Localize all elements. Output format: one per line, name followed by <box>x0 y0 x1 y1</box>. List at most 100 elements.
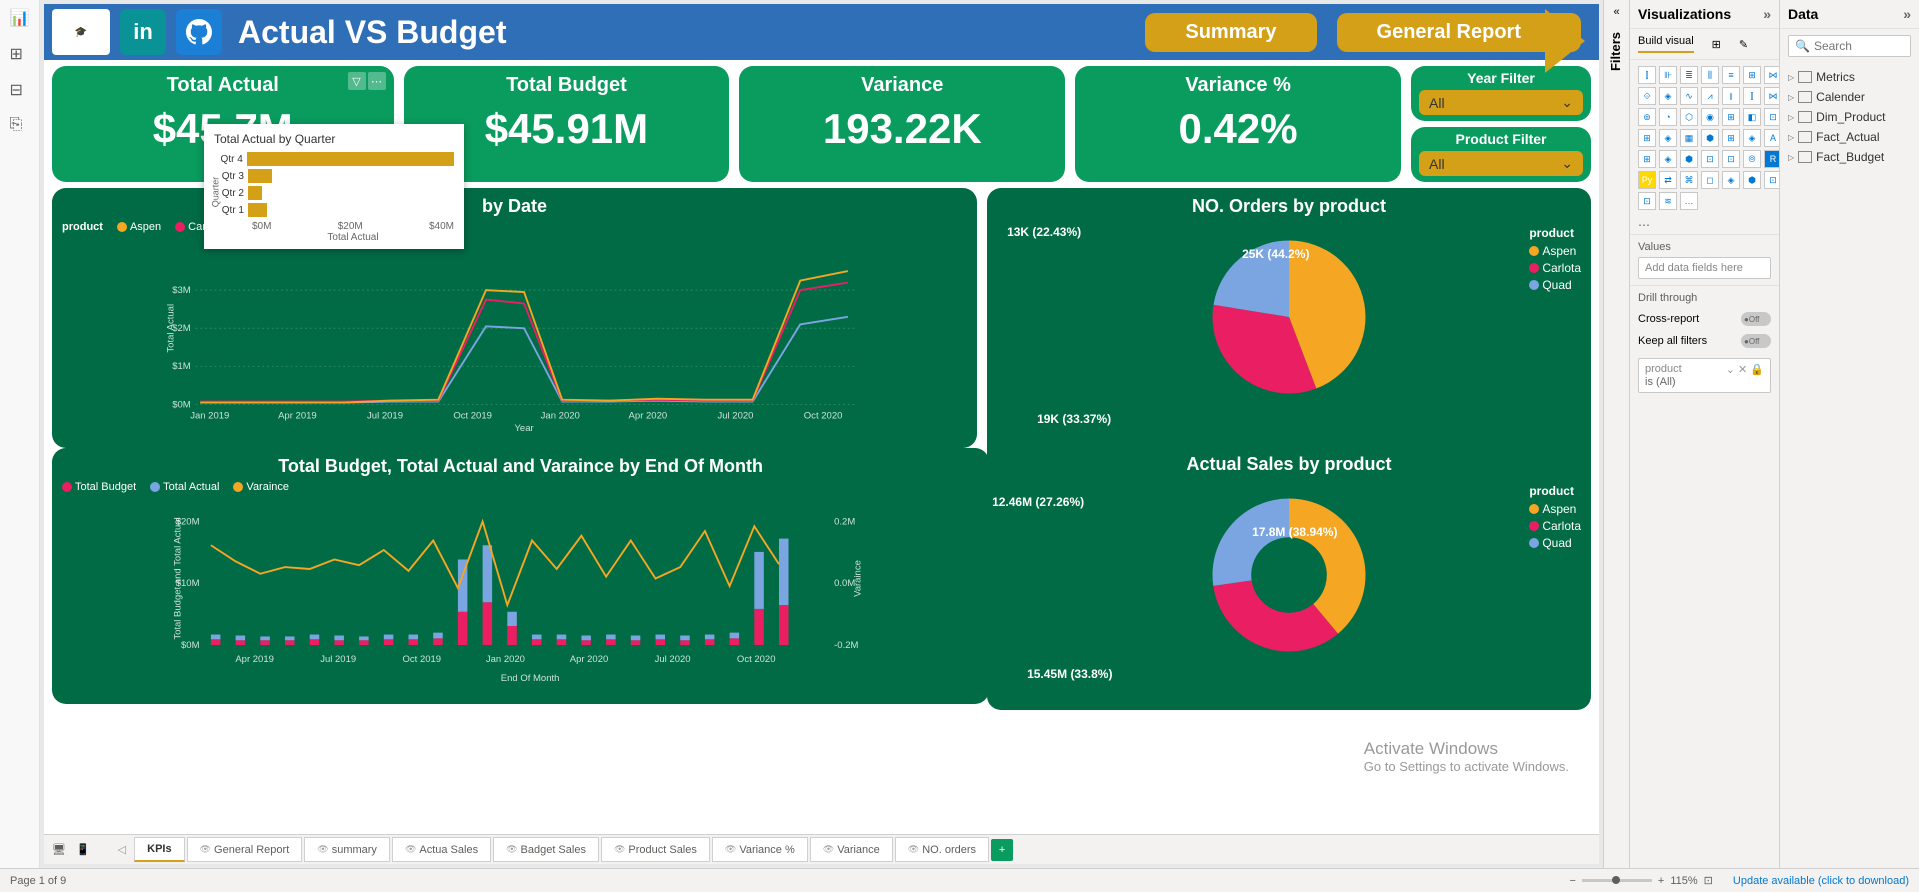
viz-type-icon[interactable]: ∿ <box>1680 87 1698 105</box>
legend-item: Aspen <box>130 221 161 233</box>
data-table-item[interactable]: Dim_Product <box>1788 107 1911 127</box>
data-table-item[interactable]: Fact_Budget <box>1788 147 1911 167</box>
viz-type-icon[interactable]: ⌘ <box>1680 171 1698 189</box>
viz-type-icon[interactable]: ⫿ <box>1743 87 1761 105</box>
viz-type-icon[interactable]: ⫿ <box>1638 66 1656 84</box>
viz-type-icon[interactable]: ⬡ <box>1680 108 1698 126</box>
page-tab[interactable]: 👁Variance <box>810 837 893 862</box>
viz-type-icon[interactable]: ⊞ <box>1722 129 1740 147</box>
search-input[interactable] <box>1814 39 1904 53</box>
pie-sales: Actual Sales by product 17.8M (38.94%)15… <box>997 454 1581 702</box>
report-view-icon[interactable]: 📊 <box>10 8 30 28</box>
data-search[interactable]: 🔍 <box>1788 35 1911 57</box>
viz-type-icon[interactable]: ≋ <box>1659 192 1677 210</box>
viz-type-icon[interactable]: ⊞ <box>1638 129 1656 147</box>
viz-type-icon[interactable]: ⦾ <box>1743 150 1761 168</box>
data-table-item[interactable]: Calender <box>1788 87 1911 107</box>
filters-pane-collapsed[interactable]: « Filters <box>1603 0 1629 868</box>
viz-type-icon[interactable]: ⊪ <box>1659 66 1677 84</box>
viz-type-icon[interactable]: ⬢ <box>1743 171 1761 189</box>
viz-type-icon[interactable]: ⊡ <box>1722 150 1740 168</box>
page-tab[interactable]: 👁NO. orders <box>895 837 989 862</box>
viz-type-icon[interactable]: ⊞ <box>1743 66 1761 84</box>
cross-report-toggle[interactable]: ● Off <box>1741 312 1771 326</box>
tab-nav-left[interactable]: ◁ <box>112 843 132 856</box>
summary-button[interactable]: Summary <box>1145 13 1316 52</box>
viz-type-icon[interactable]: ⊚ <box>1638 108 1656 126</box>
product-filter-select[interactable]: All ⌄ <box>1419 151 1583 176</box>
data-table-item[interactable]: Metrics <box>1788 67 1911 87</box>
viz-type-icon[interactable]: ⬢ <box>1701 129 1719 147</box>
viz-type-icon[interactable]: ◻ <box>1701 171 1719 189</box>
dashboard-header: 🎓 in Actual VS Budget Summary General Re… <box>44 4 1599 60</box>
viz-type-icon[interactable]: ⩘ <box>1701 87 1719 105</box>
zoom-out-icon[interactable]: − <box>1569 875 1575 887</box>
viz-type-icon[interactable]: ⊞ <box>1722 108 1740 126</box>
mobile-view-icon[interactable]: 📱 <box>76 843 90 856</box>
table-view-icon[interactable]: ⊞ <box>10 44 30 64</box>
dax-view-icon[interactable]: ⎘ <box>10 116 30 136</box>
viz-type-icon[interactable]: ◈ <box>1659 129 1677 147</box>
build-visual-tab[interactable]: Build visual <box>1638 35 1694 53</box>
svg-text:0.0M: 0.0M <box>834 578 855 589</box>
collapse-pane-icon[interactable]: » <box>1903 6 1911 22</box>
viz-type-icon[interactable]: ≣ <box>1680 66 1698 84</box>
kpi-variance-pct[interactable]: Variance % 0.42% <box>1075 66 1401 182</box>
values-field-well[interactable]: Add data fields here <box>1638 257 1771 279</box>
viz-type-icon[interactable]: ⊡ <box>1701 150 1719 168</box>
zoom-control[interactable]: − + 115% ⊡ <box>1569 874 1712 887</box>
viz-type-icon[interactable]: ≡ <box>1722 66 1740 84</box>
page-tab[interactable]: KPIs <box>134 837 184 862</box>
viz-type-icon[interactable]: Py <box>1638 171 1656 189</box>
viz-type-icon[interactable]: ▦ <box>1680 129 1698 147</box>
page-tab[interactable]: 👁Product Sales <box>601 837 710 862</box>
add-page-button[interactable]: + <box>991 839 1013 861</box>
format-tab-icon[interactable]: ⊞ <box>1712 38 1721 51</box>
kpi-variance[interactable]: Variance 193.22K <box>739 66 1065 182</box>
viz-type-icon[interactable]: ◔ <box>1659 108 1677 126</box>
viz-type-icon[interactable]: ◈ <box>1743 129 1761 147</box>
page-tab[interactable]: 👁Badget Sales <box>493 837 599 862</box>
viz-type-icon[interactable]: ⟐ <box>1638 87 1656 105</box>
viz-type-icon[interactable]: ⇄ <box>1659 171 1677 189</box>
viz-type-icon[interactable]: ⫾ <box>1722 87 1740 105</box>
desktop-view-icon[interactable]: 🖥 <box>52 843 66 856</box>
linkedin-icon[interactable]: in <box>120 9 166 55</box>
keep-filters-toggle[interactable]: ● Off <box>1741 334 1771 348</box>
line-chart-card[interactable]: by Date product Aspen Carlota Quad Total… <box>52 188 977 448</box>
viz-type-icon[interactable]: ◈ <box>1659 150 1677 168</box>
zoom-in-icon[interactable]: + <box>1658 875 1664 887</box>
year-filter-select[interactable]: All ⌄ <box>1419 90 1583 115</box>
update-notice[interactable]: Update available (click to download) <box>1733 875 1909 887</box>
pies-card[interactable]: NO. Orders by product 25K (44.2%)19K (33… <box>987 188 1591 710</box>
viz-type-icon[interactable]: ⊡ <box>1638 192 1656 210</box>
brand-logo[interactable]: 🎓 <box>52 9 110 55</box>
viz-type-icon[interactable]: ◈ <box>1722 171 1740 189</box>
zoom-slider[interactable] <box>1582 879 1652 882</box>
general-report-button[interactable]: General Report <box>1337 13 1581 52</box>
analytics-tab-icon[interactable]: ✎ <box>1739 38 1748 51</box>
viz-type-icon[interactable]: ⫼ <box>1701 66 1719 84</box>
drill-field-well[interactable]: product⌄ ✕ 🔒 is (All) <box>1638 358 1771 393</box>
viz-type-icon[interactable]: … <box>1680 192 1698 210</box>
filter-icon[interactable]: ▽ <box>348 72 366 90</box>
page-tab[interactable]: 👁summary <box>304 837 390 862</box>
viz-type-icon[interactable]: ◈ <box>1659 87 1677 105</box>
viz-type-icon[interactable]: ⬢ <box>1680 150 1698 168</box>
page-tab[interactable]: 👁Variance % <box>712 837 808 862</box>
model-view-icon[interactable]: ⊟ <box>10 80 30 100</box>
fit-page-icon[interactable]: ⊡ <box>1704 874 1713 887</box>
more-icon[interactable]: ⋯ <box>368 72 386 90</box>
canvas-wrapper: 🎓 in Actual VS Budget Summary General Re… <box>40 0 1603 868</box>
page-tab[interactable]: 👁Actua Sales <box>392 837 491 862</box>
viz-type-icon[interactable]: ◉ <box>1701 108 1719 126</box>
github-icon[interactable] <box>176 9 222 55</box>
data-table-item[interactable]: Fact_Actual <box>1788 127 1911 147</box>
svg-text:$0M: $0M <box>172 399 191 410</box>
viz-type-icon[interactable]: ⊞ <box>1638 150 1656 168</box>
collapse-pane-icon[interactable]: » <box>1763 6 1771 22</box>
svg-text:Apr 2019: Apr 2019 <box>235 654 274 665</box>
page-tab[interactable]: 👁General Report <box>187 837 303 862</box>
bar-chart-card[interactable]: Total Budget, Total Actual and Varaince … <box>52 448 989 704</box>
viz-type-icon[interactable]: ◧ <box>1743 108 1761 126</box>
